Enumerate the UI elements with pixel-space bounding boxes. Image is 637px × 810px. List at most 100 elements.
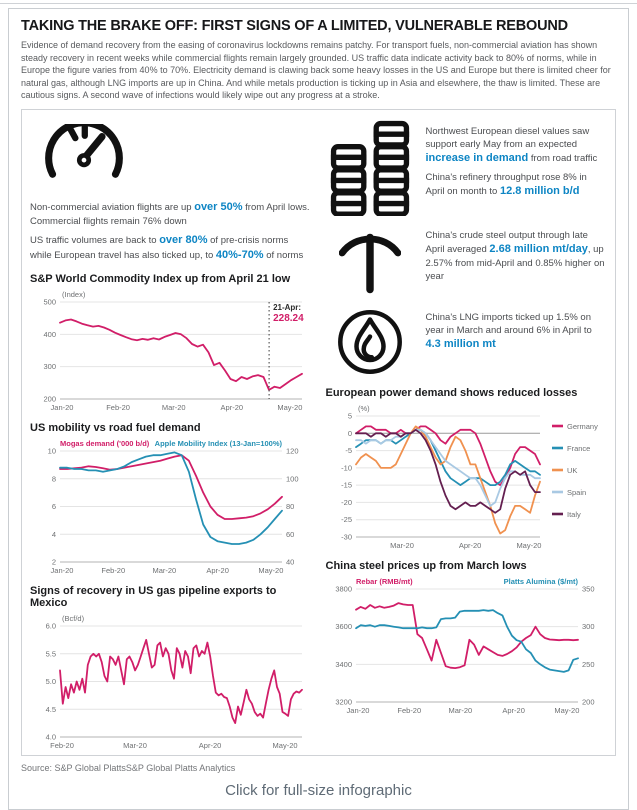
svg-text:0: 0 bbox=[347, 429, 351, 438]
lng-paragraph: China's LNG imports ticked up 1.5% on ye… bbox=[426, 311, 608, 352]
chart-block-european-power: European power demand shows reduced loss… bbox=[326, 387, 608, 551]
svg-text:40: 40 bbox=[286, 557, 294, 566]
svg-text:3400: 3400 bbox=[335, 660, 352, 669]
chart-title: Signs of recovery in US gas pipeline exp… bbox=[30, 584, 277, 609]
svg-text:120: 120 bbox=[286, 446, 299, 455]
svg-text:Italy: Italy bbox=[567, 510, 581, 519]
svg-text:Jan-20: Jan-20 bbox=[346, 706, 369, 715]
svg-text:5.5: 5.5 bbox=[46, 649, 56, 658]
commodity-index-chart: 200 300 400 500 Jan-20 Feb-20 Mar-20 Apr-20 May-… bbox=[30, 287, 312, 413]
fact-highlight: 40%-70% bbox=[215, 249, 264, 262]
svg-text:May-20: May-20 bbox=[277, 403, 302, 412]
svg-text:-5: -5 bbox=[345, 446, 352, 455]
fact-highlight: over 50% bbox=[194, 200, 243, 213]
fact-text-segment: Non-commercial aviation flights are up bbox=[30, 201, 195, 213]
svg-text:(Index): (Index) bbox=[62, 290, 86, 299]
svg-text:3800: 3800 bbox=[335, 584, 352, 593]
svg-text:-15: -15 bbox=[341, 481, 352, 490]
svg-text:60: 60 bbox=[286, 529, 294, 538]
svg-text:6: 6 bbox=[52, 502, 56, 511]
svg-text:2: 2 bbox=[52, 557, 56, 566]
fact-text-segment: from road traffic bbox=[528, 153, 598, 165]
svg-text:228.24: 228.24 bbox=[273, 313, 304, 324]
svg-text:Spain: Spain bbox=[567, 488, 586, 497]
svg-text:Germany: Germany bbox=[567, 422, 598, 431]
svg-text:4.5: 4.5 bbox=[46, 704, 56, 713]
svg-text:250: 250 bbox=[582, 660, 595, 669]
svg-text:Mar-20: Mar-20 bbox=[448, 706, 472, 715]
fact-text-segment: China's refinery throughput rose 8% in A… bbox=[425, 172, 587, 198]
page-top-divider bbox=[0, 3, 637, 4]
article-card: TAKING THE BRAKE OFF: FIRST SIGNS OF A L… bbox=[8, 8, 629, 810]
fact-text-segment: Northwest European diesel values saw sup… bbox=[425, 125, 590, 151]
source-line: Source: S&P Global PlattsS&P Global Plat… bbox=[21, 762, 236, 773]
svg-text:-30: -30 bbox=[341, 532, 352, 541]
european-power-chart: 5 0 -5 -10 -15 -20 -25 -30 Mar-20 Apr-20 May-20 (%)… bbox=[326, 401, 608, 551]
svg-text:500: 500 bbox=[43, 297, 56, 306]
svg-text:Apr-20: Apr-20 bbox=[221, 403, 244, 412]
svg-text:6.0: 6.0 bbox=[46, 621, 56, 630]
pickaxe-icon bbox=[338, 233, 401, 294]
refinery-paragraph-2: China's refinery throughput rose 8% in A… bbox=[426, 171, 608, 199]
steel-paragraph: China's crude steel output through late … bbox=[426, 229, 608, 284]
svg-text:May-20: May-20 bbox=[516, 541, 541, 550]
svg-text:200: 200 bbox=[582, 697, 595, 706]
svg-text:Mar-20: Mar-20 bbox=[152, 566, 176, 575]
svg-text:300: 300 bbox=[43, 362, 56, 371]
svg-text:Mogas demand ('000 b/d): Mogas demand ('000 b/d) bbox=[60, 439, 150, 448]
svg-text:(%): (%) bbox=[358, 404, 370, 413]
svg-text:Apr-20: Apr-20 bbox=[206, 566, 229, 575]
svg-text:France: France bbox=[567, 444, 590, 453]
fact-text-segment: of pre-crisis norms while European trave… bbox=[30, 235, 289, 262]
fact-text-segment: China's crude steel output through late … bbox=[425, 229, 588, 256]
svg-text:-20: -20 bbox=[341, 498, 352, 507]
chart-block-china-steel: China steel prices up from March lows 32… bbox=[326, 560, 608, 716]
fact-highlight: 2.68 million mt/day bbox=[489, 243, 588, 256]
fact-highlight: 4.3 million mt bbox=[425, 338, 496, 351]
fullsize-infographic-link[interactable]: Click for full-size infographic bbox=[225, 781, 412, 799]
svg-text:-25: -25 bbox=[341, 515, 352, 524]
fact-text-segment: of norms bbox=[263, 250, 304, 262]
svg-text:Jan-20: Jan-20 bbox=[51, 566, 74, 575]
svg-text:3600: 3600 bbox=[335, 622, 352, 631]
svg-text:Feb-20: Feb-20 bbox=[101, 566, 125, 575]
svg-text:5: 5 bbox=[347, 411, 351, 420]
chart-block-commodity-index: S&P World Commodity Index up from April … bbox=[30, 273, 312, 413]
svg-text:UK: UK bbox=[567, 466, 577, 475]
svg-text:Mar-20: Mar-20 bbox=[123, 741, 147, 750]
infographic-panel: Non-commercial aviation flights are up o… bbox=[21, 108, 616, 756]
fact-aviation: Non-commercial aviation flights are up o… bbox=[30, 118, 312, 264]
svg-text:Apr-20: Apr-20 bbox=[199, 741, 222, 750]
svg-text:Feb-20: Feb-20 bbox=[397, 706, 421, 715]
fact-refinery: Northwest European diesel values saw sup… bbox=[326, 120, 608, 216]
svg-text:Platts Alumina ($/mt): Platts Alumina ($/mt) bbox=[503, 577, 578, 586]
fact-crude-steel: China's crude steel output through late … bbox=[326, 224, 608, 298]
aviation-paragraph-2: US traffic volumes are back to over 80% … bbox=[30, 233, 312, 263]
svg-text:May-20: May-20 bbox=[273, 741, 298, 750]
flame-icon bbox=[337, 310, 402, 374]
svg-text:80: 80 bbox=[286, 502, 294, 511]
svg-text:Rebar (RMB/mt): Rebar (RMB/mt) bbox=[356, 577, 413, 586]
fact-text-segment: China's LNG imports ticked up 1.5% on ye… bbox=[425, 311, 592, 337]
svg-text:5.0: 5.0 bbox=[46, 677, 56, 686]
svg-text:300: 300 bbox=[582, 622, 595, 631]
chart-title: European power demand shows reduced loss… bbox=[325, 386, 578, 399]
svg-text:Mar-20: Mar-20 bbox=[390, 541, 414, 550]
oil-drums-icon bbox=[330, 120, 409, 216]
gas-exports-chart: 4.0 4.5 5.0 5.5 6.0 Feb-20 Mar-20 Apr-20 May-20 (… bbox=[30, 611, 312, 751]
chart-title: China steel prices up from March lows bbox=[325, 559, 527, 572]
svg-text:3200: 3200 bbox=[335, 697, 352, 706]
svg-text:May-20: May-20 bbox=[258, 566, 283, 575]
svg-text:Apr-20: Apr-20 bbox=[458, 541, 481, 550]
fact-highlight: 12.8 million b/d bbox=[499, 185, 580, 198]
fact-text-segment: , up 2.57% from mid-April and 0.85% high… bbox=[425, 244, 605, 283]
svg-text:21-Apr:: 21-Apr: bbox=[273, 303, 301, 312]
speedometer-icon bbox=[45, 119, 123, 178]
svg-text:400: 400 bbox=[43, 329, 56, 338]
headline: TAKING THE BRAKE OFF: FIRST SIGNS OF A L… bbox=[21, 18, 568, 34]
svg-text:4: 4 bbox=[52, 529, 56, 538]
svg-text:-10: -10 bbox=[341, 463, 352, 472]
chart-block-gas-exports: Signs of recovery in US gas pipeline exp… bbox=[30, 585, 312, 751]
aviation-paragraph-1: Non-commercial aviation flights are up o… bbox=[30, 200, 312, 228]
left-column: Non-commercial aviation flights are up o… bbox=[30, 118, 312, 751]
